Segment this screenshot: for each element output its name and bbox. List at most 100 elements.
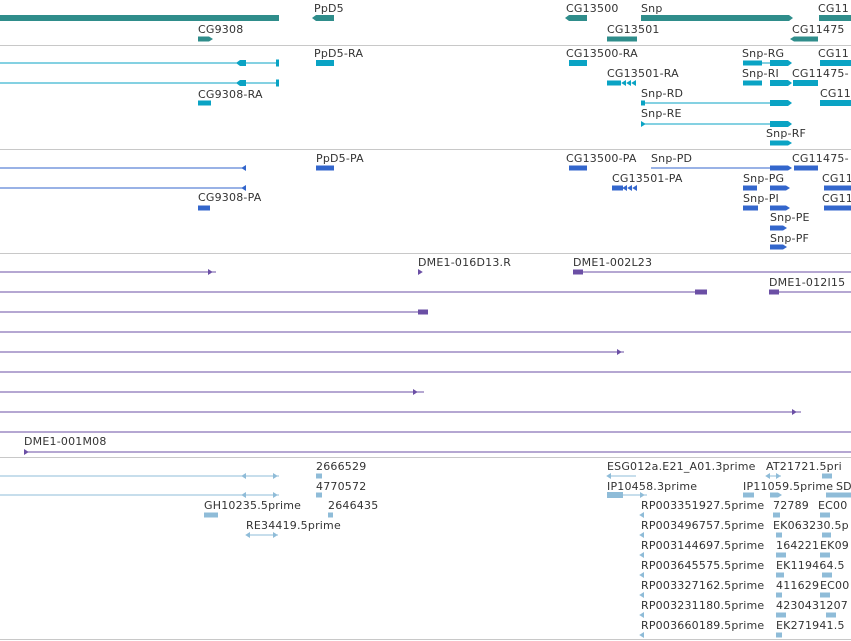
transcript-exon-arrow[interactable] [788, 100, 792, 106]
est-label[interactable]: IP11059.5prime [743, 480, 834, 493]
clone-end[interactable] [418, 269, 423, 275]
transcript-label[interactable]: CG13500-RA [566, 47, 638, 60]
est-end[interactable] [639, 572, 644, 578]
protein-label[interactable]: CG11 [822, 192, 851, 205]
protein-exon[interactable] [632, 185, 637, 191]
protein-exon-arrow[interactable] [786, 185, 790, 191]
gene-feature[interactable] [316, 15, 334, 21]
est-end[interactable] [639, 612, 644, 618]
transcript-exon-arrow[interactable] [788, 60, 792, 66]
protein-exon[interactable] [770, 185, 786, 191]
est-label[interactable]: 2646435 [328, 499, 379, 512]
clone-label[interactable]: DME1-012I15 [769, 276, 846, 289]
transcript-exon-arrow[interactable] [788, 140, 792, 146]
transcript-exon[interactable] [276, 79, 279, 87]
est-label[interactable]: 164221 [776, 539, 820, 552]
gene-label[interactable]: CG13500 [566, 2, 619, 15]
est-label[interactable]: EK09 [820, 539, 849, 552]
clone-end[interactable] [695, 289, 707, 295]
est-end[interactable] [273, 473, 278, 479]
est-end[interactable] [640, 492, 645, 498]
est-end[interactable] [639, 632, 644, 638]
protein-exon-arrow[interactable] [786, 205, 790, 211]
transcript-label[interactable]: CG11 [820, 87, 851, 100]
est-label[interactable]: RP003144697.5prime [641, 539, 765, 552]
transcript-label[interactable]: CG11475- [792, 67, 849, 80]
gene-label[interactable]: CG11475 [792, 23, 845, 36]
protein-label[interactable]: Snp-PE [770, 211, 810, 224]
protein-exon[interactable] [824, 205, 851, 211]
clone-label[interactable]: DME1-001M08 [24, 435, 107, 448]
gene-feature[interactable] [198, 36, 209, 42]
protein-exon[interactable] [241, 165, 246, 171]
gene-feature-arrow[interactable] [790, 36, 794, 42]
est-label[interactable]: IP10458.3prime [607, 480, 698, 493]
protein-exon[interactable] [627, 185, 632, 191]
est-label[interactable]: RE34419.5prime [246, 519, 341, 532]
est-end[interactable] [316, 492, 322, 498]
est-end[interactable] [776, 612, 786, 618]
est-end[interactable] [776, 572, 784, 578]
clone-end[interactable] [573, 269, 583, 275]
est-end[interactable] [241, 473, 246, 479]
est-label[interactable]: EK271941.5 [776, 619, 845, 632]
est-end[interactable] [328, 512, 333, 518]
protein-exon[interactable] [770, 225, 783, 231]
protein-exon[interactable] [241, 185, 246, 191]
est-label[interactable]: RP003231180.5prime [641, 599, 765, 612]
transcript-exon[interactable] [641, 100, 645, 106]
est-end[interactable] [776, 592, 782, 598]
gene-label[interactable]: PpD5 [314, 2, 344, 15]
gene-feature[interactable] [607, 36, 637, 42]
gene-feature[interactable] [0, 15, 279, 21]
est-end[interactable] [639, 532, 644, 538]
est-label[interactable]: 2666529 [316, 460, 367, 473]
transcript-exon-arrow[interactable] [788, 121, 792, 127]
est-end[interactable] [639, 552, 644, 558]
protein-label[interactable]: Snp-PI [743, 192, 779, 205]
est-end[interactable] [820, 592, 830, 598]
gene-label[interactable]: CG9308 [198, 23, 244, 36]
protein-exon[interactable] [770, 205, 786, 211]
gene-label[interactable]: CG11 [818, 2, 850, 15]
est-label[interactable]: EC00 [820, 579, 850, 592]
transcript-exon[interactable] [316, 60, 334, 66]
gene-feature[interactable] [794, 36, 818, 42]
transcript-label[interactable]: Snp-RE [641, 107, 682, 120]
transcript-exon[interactable] [770, 80, 788, 86]
gene-feature-arrow[interactable] [789, 15, 793, 21]
transcript-exon[interactable] [641, 121, 646, 127]
transcript-exon-arrow[interactable] [788, 80, 792, 86]
transcript-exon[interactable] [820, 100, 851, 106]
est-label[interactable]: 411629 [776, 579, 820, 592]
est-end[interactable] [776, 632, 782, 638]
est-end[interactable] [606, 473, 611, 479]
est-label[interactable]: 4770572 [316, 480, 367, 493]
transcript-exon[interactable] [770, 121, 788, 127]
est-label[interactable]: EK063230.5p [773, 519, 849, 532]
protein-exon[interactable] [316, 165, 334, 171]
protein-exon-arrow[interactable] [783, 244, 787, 250]
clone-end[interactable] [24, 449, 29, 455]
protein-exon[interactable] [569, 165, 587, 171]
est-end[interactable] [826, 612, 836, 618]
transcript-exon[interactable] [240, 60, 246, 66]
est-end-arrow[interactable] [778, 492, 782, 498]
est-label[interactable]: RP003351927.5prime [641, 499, 765, 512]
transcript-exon[interactable] [198, 100, 211, 106]
est-end[interactable] [639, 512, 644, 518]
gene-feature-arrow[interactable] [209, 36, 213, 42]
protein-exon[interactable] [794, 165, 818, 171]
est-end[interactable] [776, 473, 781, 479]
transcript-exon[interactable] [621, 80, 626, 86]
transcript-exon-arrow[interactable] [236, 80, 240, 86]
clone-end[interactable] [413, 389, 418, 395]
est-label[interactable]: ESG012a.E21_A01.3prime [607, 460, 756, 473]
est-label[interactable]: 72789 [773, 499, 809, 512]
gene-feature-arrow[interactable] [312, 15, 316, 21]
transcript-label[interactable]: PpD5-RA [314, 47, 364, 60]
clone-end[interactable] [617, 349, 622, 355]
protein-exon[interactable] [198, 205, 210, 211]
protein-exon-arrow[interactable] [783, 225, 787, 231]
